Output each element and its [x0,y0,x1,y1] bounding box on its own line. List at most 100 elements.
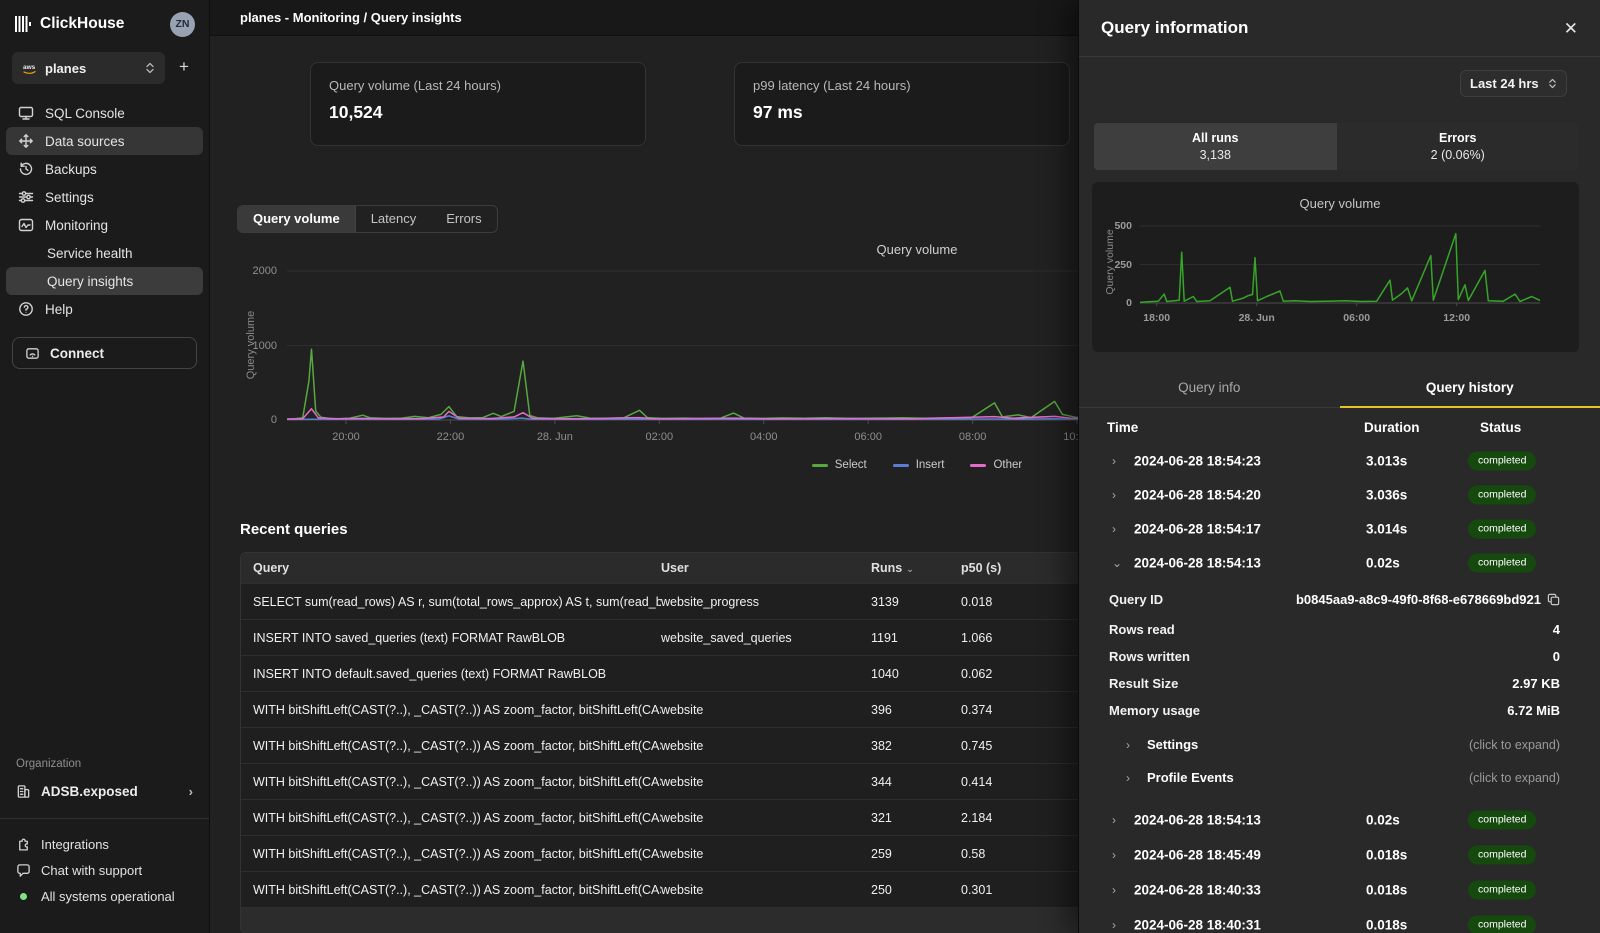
chart-legend: Select Insert Other [287,459,1547,471]
column-header-query[interactable]: Query [253,561,290,575]
x-axis-tick-label: 18:00 [1143,312,1171,324]
tab-query-volume[interactable]: Query volume [238,206,356,232]
runs-cell: 1191 [871,630,898,645]
tab-query-info[interactable]: Query info [1079,366,1340,408]
legend-item-select[interactable]: Select [811,459,867,471]
organization-icon [17,784,30,798]
history-row[interactable]: › 2024-06-28 18:54:17 3.014s completed [1079,512,1600,546]
table-row[interactable]: SELECT sum(read_rows) AS r, sum(total_ro… [241,583,1539,619]
sidebar-item-help[interactable]: Help [6,295,203,323]
p50-cell: 0.374 [961,702,993,717]
history-row[interactable]: › 2024-06-28 18:54:23 3.013s completed [1079,444,1600,478]
profile-events-expander[interactable]: › Profile Events (click to expand) [1126,770,1560,785]
x-axis-tick-label: 04:00 [749,431,778,443]
tab-errors[interactable]: Errors [446,211,482,226]
sidebar-item-sql-console[interactable]: SQL Console [6,99,203,127]
copy-icon[interactable] [1547,593,1560,606]
summary-tab-errors[interactable]: Errors 2 (0.06%) [1336,123,1579,170]
mini-chart-plot-area[interactable] [1139,218,1541,307]
sidebar-item-query-insights[interactable]: Query insights [6,267,203,295]
organization-switcher[interactable]: ADSB.exposed › [0,776,209,806]
sidebar-item-backups[interactable]: Backups [6,155,203,183]
mini-chart-title: Query volume [1299,196,1381,211]
run-timestamp: 2024-06-28 18:54:17 [1134,521,1261,537]
chevron-down-icon[interactable]: ⌄ [1112,556,1123,570]
summary-tab-value: 3,138 [1199,148,1231,162]
column-header-runs[interactable]: Runs ⌄ [871,561,914,575]
history-row[interactable]: ⌄ 2024-06-28 18:54:13 0.02s completed [1079,546,1600,580]
table-row[interactable]: WITH bitShiftLeft(CAST(?..), _CAST(?..))… [241,799,1539,835]
legend-item-insert[interactable]: Insert [892,459,944,471]
add-service-button[interactable]: + [179,57,189,76]
organization-name: ADSB.exposed [41,783,138,799]
sidebar-item-chat-support[interactable]: Chat with support [0,857,209,883]
query-cell: WITH bitShiftLeft(CAST(?..), _CAST(?..))… [253,810,661,825]
time-range-select[interactable]: Last 24 hrs [1460,70,1567,97]
chevron-right-icon[interactable]: › [1112,917,1116,932]
user-cell: website [661,774,704,789]
table-row[interactable]: INSERT INTO saved_queries (text) FORMAT … [241,619,1539,655]
chevron-right-icon[interactable]: › [1112,488,1116,502]
history-row[interactable]: › 2024-06-28 18:40:31 0.018s completed [1079,907,1600,933]
run-duration: 3.013s [1366,453,1408,469]
history-row[interactable]: › 2024-06-28 18:40:33 0.018s completed [1079,872,1600,907]
tab-latency[interactable]: Latency [370,211,417,226]
service-select[interactable]: aws planes [12,52,165,84]
history-row[interactable]: › 2024-06-28 18:54:13 0.02s completed [1079,802,1600,837]
chat-icon [17,863,30,877]
chevron-right-icon[interactable]: › [1112,812,1116,827]
p50-cell: 0.58 [961,846,986,861]
rows-written-value: 0 [1552,649,1560,664]
legend-item-other[interactable]: Other [970,459,1022,471]
sidebar-item-label: Backups [45,161,97,177]
status-badge: completed [1468,845,1537,864]
organization-section: Organization ADSB.exposed › Integrations [0,758,209,933]
recent-queries-title: Recent queries [240,521,348,538]
sidebar-item-data-sources[interactable]: Data sources [6,127,203,155]
table-row[interactable]: WITH bitShiftLeft(CAST(?..), _CAST(?..))… [241,691,1539,727]
runs-cell: 344 [871,774,892,789]
column-header-p50[interactable]: p50 (s) [961,561,1002,575]
sidebar-item-service-health[interactable]: Service health [6,239,203,267]
sidebar-divider [0,818,209,819]
connect-button[interactable]: Connect [12,337,197,369]
run-timestamp: 2024-06-28 18:54:20 [1134,487,1261,503]
sidebar-item-settings[interactable]: Settings [6,183,203,211]
panel-title: Query information [1101,18,1249,37]
chevron-right-icon: › [1126,737,1130,752]
expand-hint: (click to expand) [1468,770,1560,785]
footer-item-label: Chat with support [41,862,143,878]
chevron-right-icon[interactable]: › [1112,882,1116,897]
chevron-right-icon[interactable]: › [1112,522,1116,536]
column-header-user[interactable]: User [661,561,689,575]
close-icon[interactable]: ✕ [1563,18,1578,38]
history-row[interactable]: › 2024-06-28 18:45:49 0.018s completed [1079,837,1600,872]
table-row[interactable]: WITH bitShiftLeft(CAST(?..), _CAST(?..))… [241,763,1539,799]
sidebar-item-integrations[interactable]: Integrations [0,831,209,857]
status-badge: completed [1468,485,1537,505]
run-timestamp: 2024-06-28 18:54:13 [1134,812,1261,827]
p50-cell: 0.018 [961,594,993,609]
chevron-right-icon: › [1126,770,1130,785]
table-row[interactable]: WITH bitShiftLeft(CAST(?..), _CAST(?..))… [241,871,1539,907]
query-cell: WITH bitShiftLeft(CAST(?..), _CAST(?..))… [253,846,661,861]
tab-query-history[interactable]: Query history [1339,366,1600,408]
sidebar-item-label: Service health [47,245,133,261]
chevron-updown-icon [146,62,154,74]
query-cell: WITH bitShiftLeft(CAST(?..), _CAST(?..))… [253,702,661,717]
summary-tab-value: 2 (0.06%) [1430,148,1485,162]
avatar[interactable]: ZN [170,11,195,37]
sidebar-item-monitoring[interactable]: Monitoring [6,211,203,239]
history-row[interactable]: › 2024-06-28 18:54:20 3.036s completed [1079,478,1600,512]
table-row[interactable]: WITH bitShiftLeft(CAST(?..), _CAST(?..))… [241,727,1539,763]
summary-tab-all-runs[interactable]: All runs 3,138 [1094,123,1337,170]
p50-cell: 0.062 [961,666,993,681]
chevron-right-icon[interactable]: › [1112,847,1116,862]
table-row[interactable]: INSERT INTO default.saved_queries (text)… [241,655,1539,691]
chevron-right-icon[interactable]: › [1112,454,1116,468]
settings-expander[interactable]: › Settings (click to expand) [1126,737,1560,752]
y-axis-tick-label: 0 [270,414,277,426]
y-axis-tick-label: 500 [1114,220,1132,232]
table-row[interactable]: WITH bitShiftLeft(CAST(?..), _CAST(?..))… [241,835,1539,871]
system-status-row[interactable]: All systems operational [0,883,209,909]
